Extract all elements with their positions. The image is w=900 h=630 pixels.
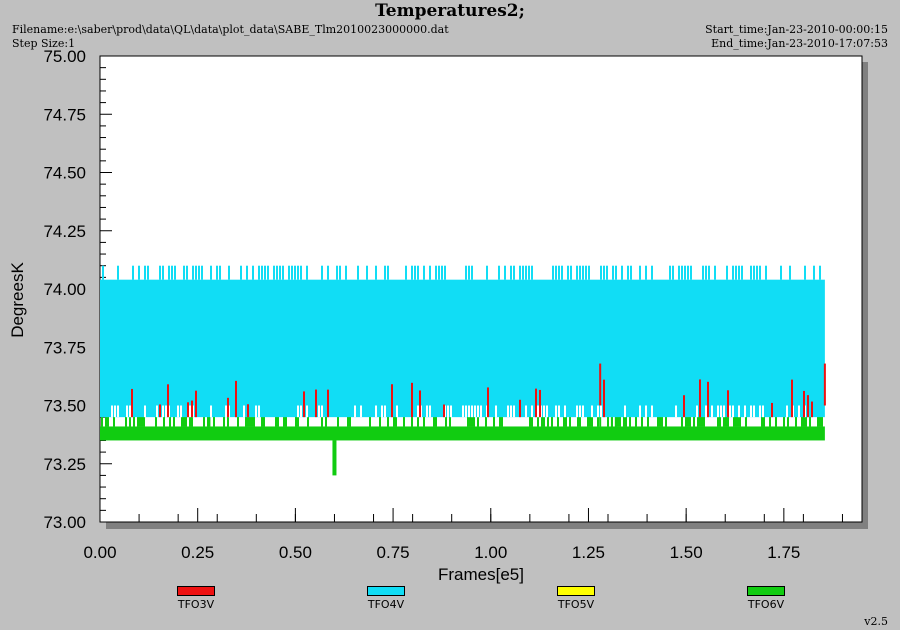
x-tick-label: 1.75 bbox=[767, 543, 800, 562]
legend-label: TFO3V bbox=[177, 598, 215, 611]
y-tick-label: 74.50 bbox=[43, 164, 86, 183]
legend-item-tfo6v: TFO6V bbox=[726, 586, 806, 611]
y-tick-label: 75.00 bbox=[43, 47, 86, 66]
y-tick-label: 74.25 bbox=[43, 222, 86, 241]
legend-item-tfo4v: TFO4V bbox=[346, 586, 426, 611]
end-time-label: End_time:Jan-23-2010-17:07:53 bbox=[711, 37, 888, 50]
x-tick-label: 0.00 bbox=[83, 543, 116, 562]
x-tick-label: 1.50 bbox=[670, 543, 703, 562]
chart-title: Temperatures2; bbox=[375, 1, 525, 21]
y-tick-label: 73.75 bbox=[43, 338, 86, 357]
legend-label: TFO6V bbox=[747, 598, 785, 611]
chart-svg: 73.00 73.25 73.50 73.75 74.00 74.25 74.50 74.75… bbox=[8, 47, 868, 584]
version-label: v2.5 bbox=[864, 615, 888, 628]
legend-label: TFO4V bbox=[367, 598, 405, 611]
series-group bbox=[100, 265, 826, 476]
legend-swatch bbox=[557, 586, 595, 596]
series-tfo4v bbox=[100, 265, 825, 418]
legend-item-tfo3v: TFO3V bbox=[156, 586, 236, 611]
x-tick-label: 1.25 bbox=[572, 543, 605, 562]
series-tfo6v-band bbox=[100, 426, 825, 441]
legend-item-tfo5v: TFO5V bbox=[536, 586, 616, 611]
x-tick-label: 0.50 bbox=[279, 543, 312, 562]
x-axis-label: Frames[e5] bbox=[438, 565, 524, 584]
filename-label: Filename:e:\saber\prod\data\QL\data\plot… bbox=[12, 23, 449, 36]
x-tick-label: 0.75 bbox=[377, 543, 410, 562]
legend-swatch bbox=[367, 586, 405, 596]
y-tick-label: 74.00 bbox=[43, 280, 86, 299]
step-size-label: Step Size:1 bbox=[12, 37, 76, 50]
series-tfo4v-band bbox=[100, 279, 825, 418]
legend-swatch bbox=[177, 586, 215, 596]
y-tick-label: 73.50 bbox=[43, 397, 86, 416]
tick-labels: 73.00 73.25 73.50 73.75 74.00 74.25 74.50 74.75… bbox=[43, 47, 800, 562]
legend-swatch bbox=[747, 586, 785, 596]
y-tick-label: 73.25 bbox=[43, 455, 86, 474]
x-tick-label: 0.25 bbox=[181, 543, 214, 562]
x-tick-label: 1.00 bbox=[474, 543, 507, 562]
series-tfo3v bbox=[131, 363, 826, 418]
start-time-label: Start_time:Jan-23-2010-00:00:15 bbox=[705, 23, 888, 36]
legend-label: TFO5V bbox=[557, 598, 595, 611]
y-tick-label: 74.75 bbox=[43, 105, 86, 124]
tfo6v-dip bbox=[332, 440, 337, 476]
y-tick-label: 73.00 bbox=[43, 513, 86, 532]
y-axis-label: DegreesK bbox=[8, 262, 27, 338]
